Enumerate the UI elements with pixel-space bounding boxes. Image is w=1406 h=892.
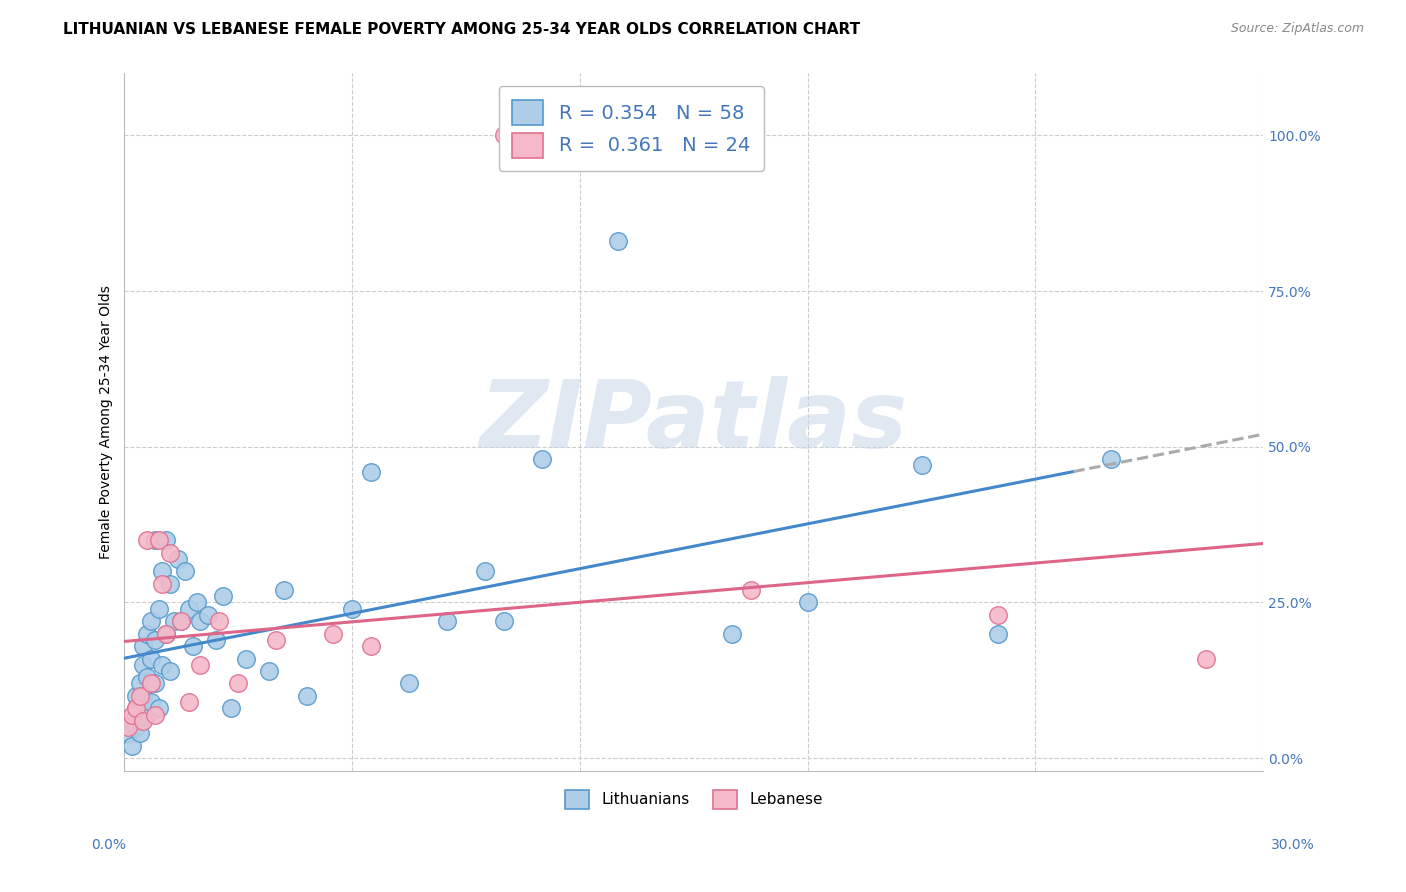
- Point: [148, 533, 170, 548]
- Point: [796, 595, 818, 609]
- Point: [1099, 452, 1122, 467]
- Point: [139, 695, 162, 709]
- Point: [273, 582, 295, 597]
- Point: [1195, 651, 1218, 665]
- Point: [910, 458, 932, 473]
- Point: [720, 626, 742, 640]
- Point: [174, 565, 197, 579]
- Point: [360, 639, 382, 653]
- Point: [128, 676, 150, 690]
- Point: [322, 626, 344, 640]
- Point: [136, 533, 159, 548]
- Point: [295, 689, 318, 703]
- Point: [132, 689, 155, 703]
- Legend: Lithuanians, Lebanese: Lithuanians, Lebanese: [558, 783, 830, 815]
- Point: [125, 689, 148, 703]
- Point: [235, 651, 257, 665]
- Point: [125, 701, 148, 715]
- Point: [166, 552, 188, 566]
- Point: [257, 664, 280, 678]
- Point: [212, 589, 235, 603]
- Text: LITHUANIAN VS LEBANESE FEMALE POVERTY AMONG 25-34 YEAR OLDS CORRELATION CHART: LITHUANIAN VS LEBANESE FEMALE POVERTY AM…: [63, 22, 860, 37]
- Point: [159, 664, 181, 678]
- Point: [208, 614, 231, 628]
- Point: [204, 632, 226, 647]
- Point: [155, 626, 177, 640]
- Point: [148, 601, 170, 615]
- Point: [125, 720, 148, 734]
- Point: [139, 614, 162, 628]
- Point: [155, 533, 177, 548]
- Point: [170, 614, 193, 628]
- Point: [121, 714, 143, 728]
- Point: [136, 670, 159, 684]
- Point: [128, 689, 150, 703]
- Point: [125, 701, 148, 715]
- Point: [177, 601, 200, 615]
- Point: [148, 701, 170, 715]
- Point: [152, 657, 174, 672]
- Point: [474, 565, 496, 579]
- Point: [143, 632, 166, 647]
- Point: [159, 546, 181, 560]
- Point: [143, 533, 166, 548]
- Point: [219, 701, 242, 715]
- Point: [342, 601, 364, 615]
- Point: [132, 639, 155, 653]
- Point: [398, 676, 420, 690]
- Point: [606, 234, 628, 248]
- Point: [186, 595, 208, 609]
- Point: [117, 720, 139, 734]
- Point: [132, 714, 155, 728]
- Point: [181, 639, 204, 653]
- Point: [228, 676, 250, 690]
- Point: [121, 739, 143, 753]
- Point: [190, 657, 212, 672]
- Point: [163, 614, 186, 628]
- Point: [143, 707, 166, 722]
- Point: [190, 614, 212, 628]
- Point: [117, 726, 139, 740]
- Point: [143, 676, 166, 690]
- Point: [266, 632, 288, 647]
- Text: 30.0%: 30.0%: [1271, 838, 1315, 852]
- Point: [986, 607, 1008, 622]
- Text: ZIPatlas: ZIPatlas: [479, 376, 908, 467]
- Point: [136, 707, 159, 722]
- Point: [152, 565, 174, 579]
- Point: [159, 576, 181, 591]
- Point: [152, 576, 174, 591]
- Point: [740, 582, 762, 597]
- Text: 0.0%: 0.0%: [91, 838, 127, 852]
- Point: [177, 695, 200, 709]
- Point: [155, 626, 177, 640]
- Text: Source: ZipAtlas.com: Source: ZipAtlas.com: [1230, 22, 1364, 36]
- Point: [197, 607, 219, 622]
- Point: [436, 614, 458, 628]
- Point: [139, 676, 162, 690]
- Y-axis label: Female Poverty Among 25-34 Year Olds: Female Poverty Among 25-34 Year Olds: [100, 285, 114, 558]
- Point: [121, 707, 143, 722]
- Point: [360, 465, 382, 479]
- Point: [494, 128, 516, 143]
- Point: [136, 626, 159, 640]
- Point: [530, 452, 553, 467]
- Point: [139, 651, 162, 665]
- Point: [986, 626, 1008, 640]
- Point: [132, 657, 155, 672]
- Point: [128, 714, 150, 728]
- Point: [170, 614, 193, 628]
- Point: [494, 614, 516, 628]
- Point: [128, 726, 150, 740]
